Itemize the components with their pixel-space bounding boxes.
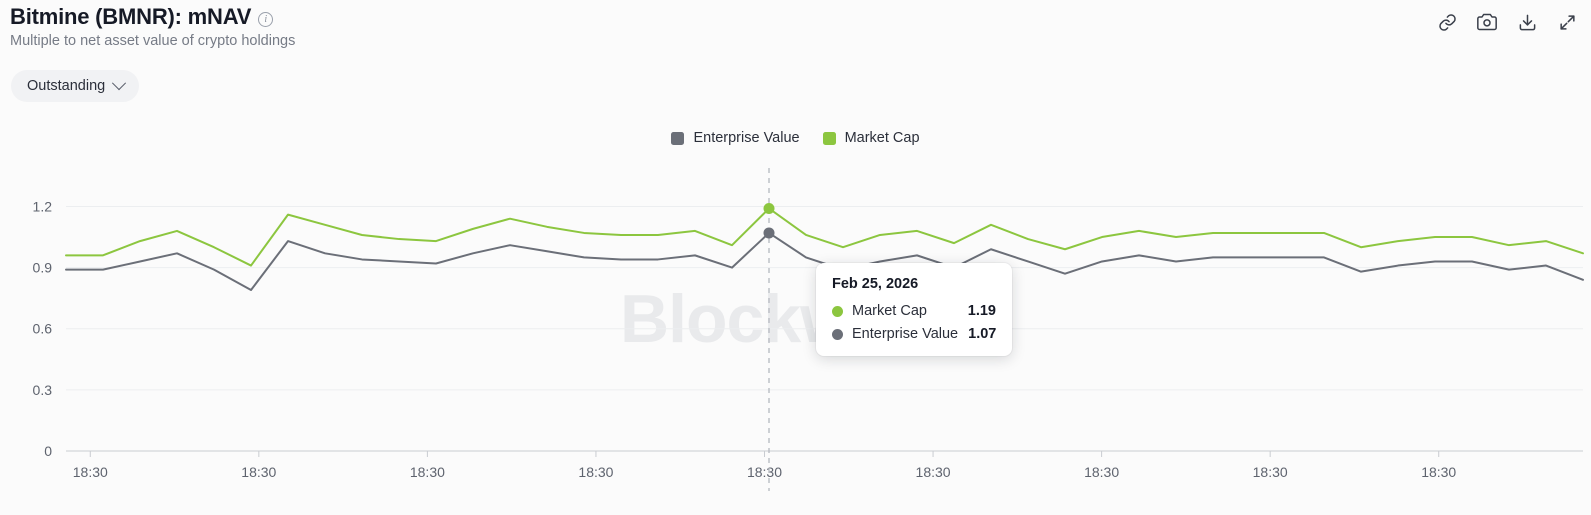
chart-toolbar [1435, 10, 1579, 34]
x-axis-tick-label: 18:30 [73, 464, 108, 480]
y-axis-tick-label: 0.3 [33, 382, 53, 398]
chart-subtitle: Multiple to net asset value of crypto ho… [10, 33, 296, 50]
line-chart-svg[interactable]: 0 0.3 0.6 0.9 1.2 18:30 18:30 18:30 18:30 18:30 18… [0, 160, 1591, 515]
y-axis-tick-label: 0.9 [33, 260, 53, 276]
legend-swatch-enterprise-value [671, 131, 685, 145]
tooltip-name-market-cap: Market Cap [852, 303, 927, 319]
camera-icon[interactable] [1475, 10, 1499, 34]
chart-tooltip: Feb 25, 2026 Market Cap 1.19 Enterprise … [816, 263, 1012, 356]
x-axis-tick-label: 18:30 [1084, 464, 1119, 480]
expand-icon[interactable] [1555, 10, 1579, 34]
x-axis-tick-label: 18:30 [1421, 464, 1456, 480]
title-row: Bitmine (BMNR): mNAV i [10, 4, 1581, 29]
tooltip-dot-enterprise-value [832, 328, 843, 340]
hover-point-market-cap [763, 202, 775, 214]
share-link-icon[interactable] [1435, 10, 1459, 34]
y-axis-tick-label: 0.6 [33, 321, 53, 337]
outstanding-dropdown[interactable]: Outstanding [11, 70, 140, 102]
chart-plot-area: Blockw 0 0.3 0.6 0.9 1.2 18:30 18:30 18:30 18:30… [0, 160, 1591, 515]
y-axis-tick-label: 0 [44, 443, 52, 459]
tooltip-row-enterprise-value: Enterprise Value 1.07 [832, 326, 996, 342]
tooltip-name-enterprise-value: Enterprise Value [852, 326, 959, 342]
tooltip-date: Feb 25, 2026 [832, 276, 919, 292]
x-axis-tick-label: 18:30 [241, 464, 276, 480]
legend-label-market-cap: Market Cap [844, 130, 920, 146]
info-icon[interactable]: i [258, 11, 274, 27]
x-axis-tick-label: 18:30 [410, 464, 445, 480]
download-icon[interactable] [1515, 10, 1539, 34]
x-axis-tick-label: 18:30 [747, 464, 782, 480]
chart-header: Bitmine (BMNR): mNAV i Multiple to net a… [10, 4, 1581, 51]
legend-item-enterprise-value[interactable]: Enterprise Value [671, 130, 800, 146]
series-line-market-cap [65, 207, 1584, 267]
x-axis-tick-label: 18:30 [578, 464, 613, 480]
y-axis-tick-label: 1.2 [33, 198, 53, 214]
page-title: Bitmine (BMNR): mNAV [10, 4, 252, 29]
tooltip-dot-market-cap [832, 305, 843, 317]
chart-legend: Enterprise Value Market Cap [0, 130, 1591, 146]
hover-point-enterprise-value [763, 227, 775, 239]
legend-label-enterprise-value: Enterprise Value [693, 130, 800, 146]
watermark: Blockw [620, 281, 853, 357]
x-axis-tick-label: 18:30 [916, 464, 951, 480]
legend-swatch-market-cap [822, 131, 836, 145]
tooltip-value-market-cap: 1.19 [967, 303, 996, 319]
tooltip-row-market-cap: Market Cap 1.19 [832, 303, 996, 319]
tooltip-value-enterprise-value: 1.07 [968, 326, 997, 342]
x-axis-tick-label: 18:30 [1253, 464, 1288, 480]
legend-item-market-cap[interactable]: Market Cap [822, 130, 920, 146]
chevron-down-icon [112, 76, 127, 91]
outstanding-dropdown-label: Outstanding [27, 78, 106, 94]
